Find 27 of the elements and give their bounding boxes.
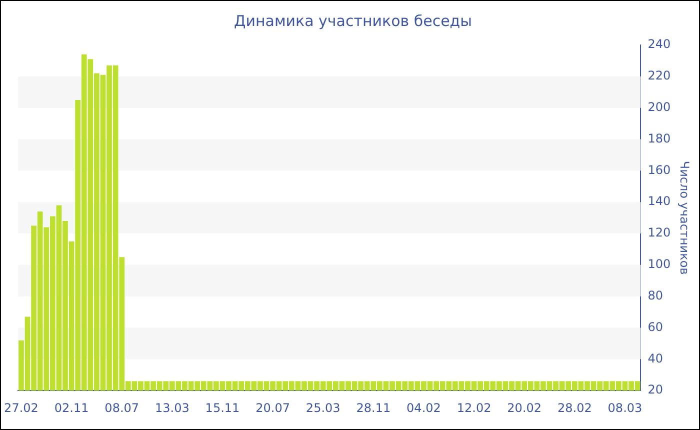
- chart-title: Динамика участников беседы: [234, 12, 472, 30]
- x-tick-label: 02.11: [54, 400, 89, 415]
- y-axis-title: Число участников: [678, 160, 692, 275]
- x-tick-label: 04.02: [406, 400, 441, 415]
- y-tick-label: 180: [648, 131, 671, 146]
- x-tick-label: 25.03: [306, 400, 340, 415]
- x-tick-label: 13.03: [154, 400, 190, 415]
- y-tick-label: 40: [648, 351, 663, 366]
- y-tick-label: 120: [648, 226, 671, 240]
- y-tick-label: 200: [648, 100, 671, 114]
- y-tick-label: 240: [648, 37, 671, 52]
- x-tick-label: 20.07: [256, 400, 290, 415]
- y-tick-label: 140: [648, 194, 671, 208]
- y-tick-label: 20: [648, 382, 663, 397]
- x-tick-label: 08.03: [608, 400, 642, 415]
- x-tick-label: 15.11: [205, 400, 240, 415]
- y-tick-label: 100: [648, 257, 671, 272]
- y-tick-label: 160: [648, 162, 671, 177]
- x-tick-label: 27.02: [4, 400, 38, 415]
- x-tick-label: 28.11: [356, 400, 391, 415]
- x-tick-label: 28.02: [557, 400, 592, 415]
- y-tick-label: 60: [648, 320, 663, 334]
- x-tick-label: 20.02: [507, 400, 542, 415]
- x-tick-label: 08.07: [104, 400, 140, 415]
- y-tick-label: 80: [648, 288, 663, 302]
- x-tick-label: 12.02: [456, 400, 492, 415]
- y-tick-label: 220: [648, 68, 671, 83]
